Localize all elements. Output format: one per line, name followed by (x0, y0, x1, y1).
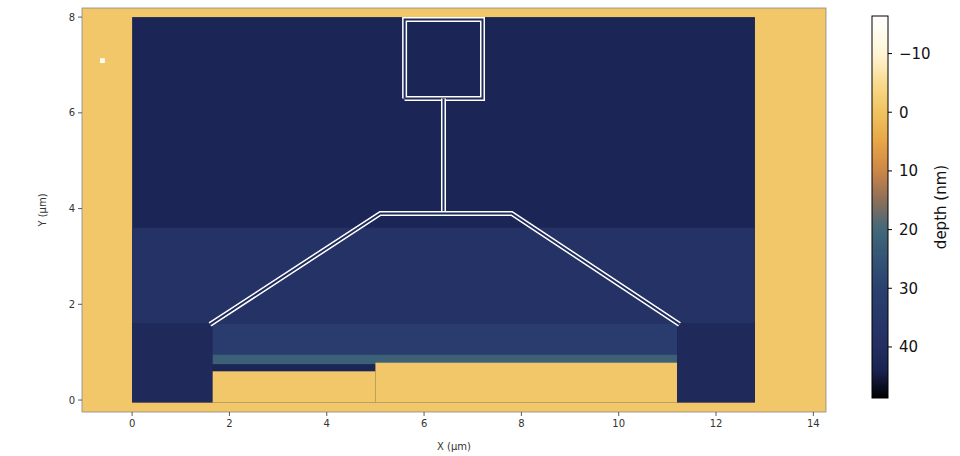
colorbar-tick-label: 0 (899, 104, 909, 122)
outline-inner (405, 20, 483, 99)
x-tick (132, 412, 133, 416)
x-tick (424, 412, 425, 416)
colorbar (872, 16, 888, 398)
region (212, 371, 375, 402)
y-tick-label: 2 (69, 299, 75, 310)
image (82, 8, 826, 412)
y-tick (78, 304, 82, 305)
colorbar-tick (888, 346, 892, 347)
colorbar-tick-label: 10 (899, 162, 918, 180)
y-tick-label: 8 (69, 12, 75, 23)
x-tick-label: 6 (421, 418, 427, 429)
y-tick (78, 208, 82, 209)
region (132, 17, 755, 402)
x-tick (716, 412, 717, 416)
colorbar-tick (888, 229, 892, 230)
outline (405, 20, 483, 99)
region (82, 8, 826, 412)
y-axis-title: Y (µm) (37, 193, 48, 227)
colorbar-tick (888, 53, 892, 54)
region (132, 228, 755, 324)
colorbar-tick-label: 20 (899, 221, 918, 239)
region (212, 323, 677, 354)
colorbar-tick-label: 30 (899, 280, 918, 298)
y-tick (78, 400, 82, 401)
region (100, 58, 105, 63)
x-tick-label: 12 (710, 418, 723, 429)
x-tick-label: 8 (518, 418, 524, 429)
colorbar-tick (888, 170, 892, 171)
y-tick (78, 17, 82, 18)
region (375, 363, 677, 403)
x-axis-title: X (µm) (437, 441, 471, 452)
x-tick (326, 412, 327, 416)
x-tick-label: 14 (807, 418, 820, 429)
colorbar-tick-label: 40 (899, 338, 918, 356)
outline (210, 213, 680, 324)
x-tick (521, 412, 522, 416)
y-tick-label: 6 (69, 107, 75, 118)
chart: 0 2 4 6 8 10 12 14 0 2 4 6 8 X (µm) Y (µm) −10 0 10 20 30 40… (0, 0, 960, 456)
colorbar-title: depth (nm) (932, 165, 950, 249)
x-tick (229, 412, 230, 416)
y-tick (78, 112, 82, 113)
y-tick-label: 4 (69, 203, 75, 214)
outline-inner (210, 213, 680, 324)
x-tick-label: 2 (226, 418, 232, 429)
colorbar-tick-label: −10 (899, 45, 931, 63)
x-tick (618, 412, 619, 416)
x-tick-label: 4 (324, 418, 330, 429)
region (677, 323, 755, 402)
x-tick-label: 0 (129, 418, 135, 429)
y-tick-label: 0 (69, 395, 75, 406)
region (132, 323, 212, 402)
x-tick (813, 412, 814, 416)
x-tick-label: 10 (612, 418, 625, 429)
outline-inner (443, 99, 445, 214)
colorbar-tick (888, 288, 892, 289)
colorbar-tick (888, 112, 892, 113)
frame (82, 8, 826, 412)
outline (441, 99, 446, 214)
